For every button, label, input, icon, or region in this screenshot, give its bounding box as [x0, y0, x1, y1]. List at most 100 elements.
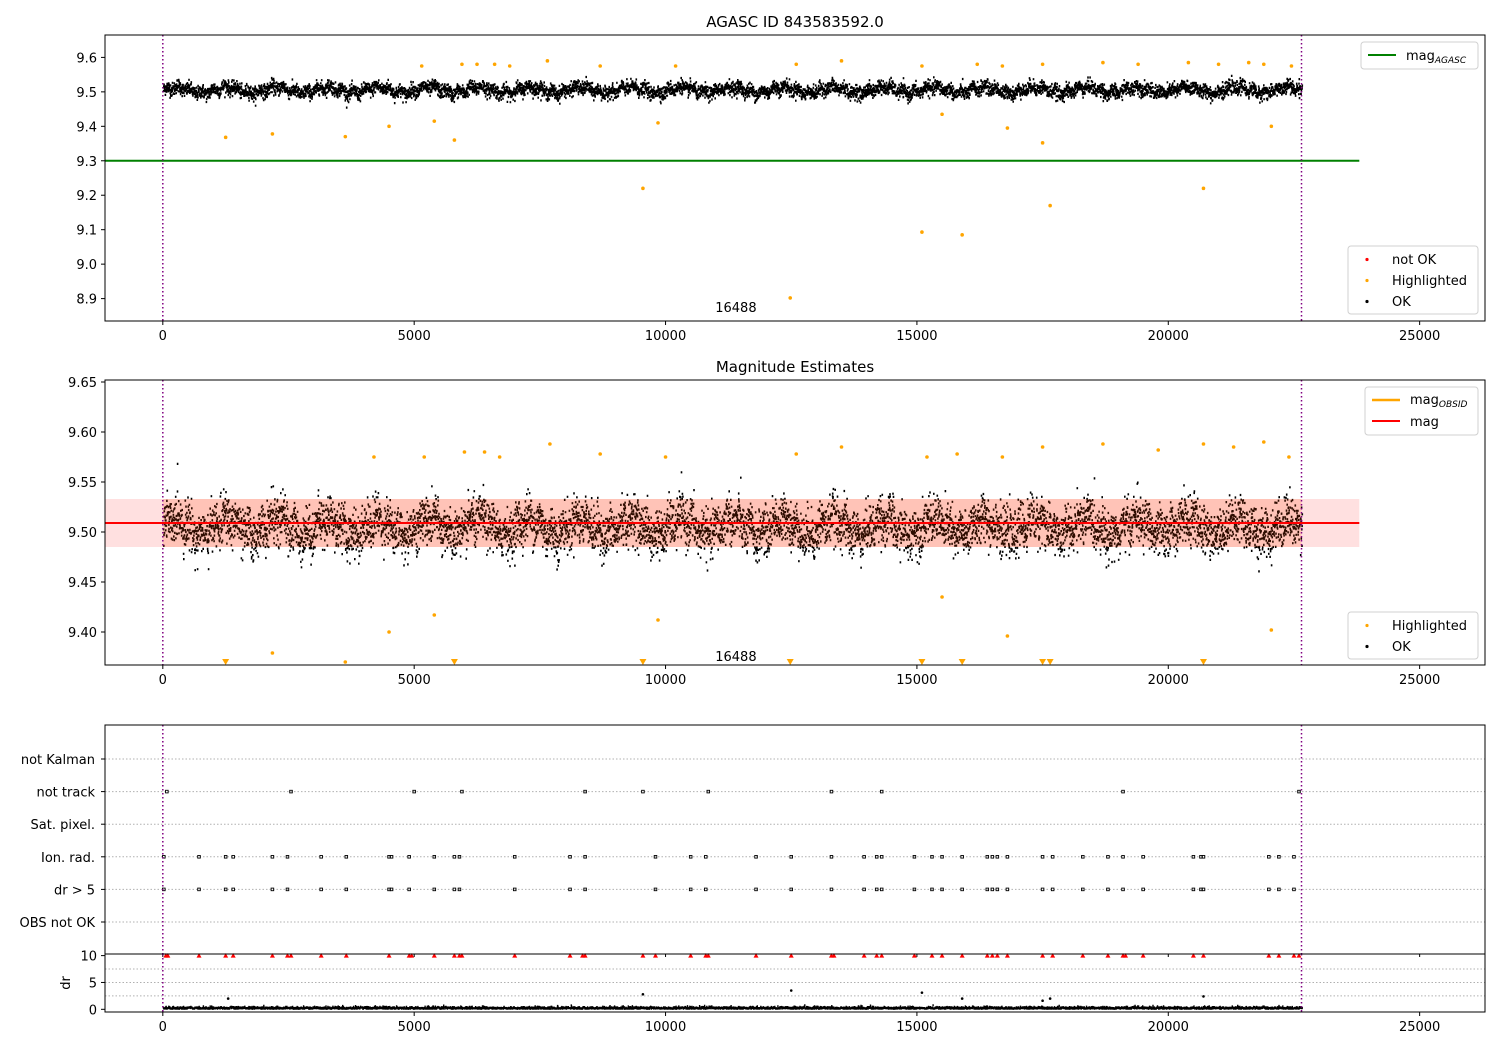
x-tick-label-0-0: 0 [159, 329, 167, 344]
dr-clipped-8 [318, 953, 324, 958]
y-tick-label-1-3: 9.55 [68, 476, 97, 491]
dr-clipped-52 [1291, 953, 1297, 958]
flag-point-4-12 [452, 887, 457, 892]
highlighted-point-1-15 [663, 455, 668, 459]
highlighted-point-1-18 [925, 455, 929, 459]
flag-point-4-6 [319, 887, 323, 892]
highlighted-point-0-35 [1246, 60, 1251, 65]
highlighted-point-1-19 [955, 452, 959, 456]
y-tick-label-0-6: 9.5 [76, 86, 97, 101]
highlighted-point-0-19 [475, 62, 479, 67]
dr-clipped-5 [269, 953, 275, 958]
highlighted-point-1-16 [794, 452, 799, 456]
flag-point-1-0 [165, 789, 169, 794]
agasc-title: AGASC ID 843583592.0 [706, 13, 884, 31]
dr-clipped-31 [874, 953, 880, 958]
highlighted-point-1-7 [1269, 628, 1274, 632]
flag-point-3-27 [930, 855, 934, 859]
dr-clipped-51 [1276, 953, 1282, 958]
dr-clipped-42 [1050, 953, 1056, 958]
highlighted-point-1-12 [497, 455, 502, 459]
flag-point-3-0 [162, 855, 166, 859]
highlighted-point-1-4 [656, 618, 660, 622]
flag-point-3-32 [995, 855, 1000, 859]
y-tick-label-1-0: 9.40 [68, 626, 97, 641]
dr-clipped-46 [1123, 953, 1129, 958]
legend-mag-label: mag [1410, 415, 1439, 430]
dr-outlier-2 [789, 989, 793, 992]
dr-clipped-35 [939, 953, 945, 958]
dr-grid [105, 968, 1485, 997]
legend-highlighted-label: Highlighted [1392, 274, 1467, 289]
ok-points-cloud-0 [162, 74, 1304, 109]
flag-point-4-19 [704, 887, 708, 892]
flag-point-4-39 [1141, 887, 1145, 892]
off-scale-marker-7 [1046, 659, 1054, 665]
x-tick-label-1-1: 5000 [398, 673, 431, 688]
flag-point-4-44 [1277, 887, 1281, 892]
highlighted-point-0-15 [1201, 186, 1206, 191]
dr-clipped-43 [1080, 953, 1086, 958]
magnitude-line-legend: magOBSID mag [1364, 386, 1479, 436]
highlighted-point-0-2 [343, 134, 348, 139]
highlighted-point-0-31 [1101, 60, 1105, 65]
flag-point-3-34 [1040, 855, 1045, 859]
flag-point-3-18 [688, 855, 693, 859]
flag-point-3-1 [197, 855, 201, 859]
dr-clipped-17 [512, 953, 518, 958]
dr-outlier-7 [1202, 995, 1205, 998]
dr-ticks: 0 5000 10000 15000 20000 25000 0 5 10 [80, 950, 1440, 1035]
flag-point-3-43 [1267, 855, 1271, 859]
y-tick-label-1-1: 9.45 [68, 576, 97, 591]
flag-point-1-5 [641, 789, 645, 794]
agasc-point-legend: not OK Highlighted OK [1347, 245, 1479, 315]
flag-point-4-3 [231, 887, 235, 892]
highlighted-point-1-5 [940, 595, 944, 599]
flag-point-3-17 [653, 855, 658, 859]
dr-clipped-12 [409, 953, 415, 958]
off-scale-marker-8 [1199, 659, 1207, 665]
legend-ok-marker [1365, 299, 1369, 304]
magnitude-obsid-label: 16488 [715, 650, 756, 665]
dr-clipped-50 [1266, 953, 1272, 958]
highlighted-point-0-13 [1040, 141, 1045, 145]
dr-clipped-10 [386, 953, 392, 958]
flag-label-5: OBS not OK [20, 916, 96, 931]
flag-point-4-22 [829, 887, 834, 892]
dr-clipped-3 [223, 953, 229, 958]
dr-axes: 0 5000 10000 15000 20000 25000 0 5 10 dr [59, 950, 1486, 1035]
highlighted-point-1-24 [1201, 442, 1206, 446]
dr-clipped-13 [431, 953, 437, 958]
y-tick-label-0-1: 9.0 [76, 258, 97, 273]
flag-point-3-4 [270, 855, 275, 859]
y-tick-label-0-7: 9.6 [76, 51, 97, 66]
dr-frame [104, 953, 1486, 1013]
flag-point-1-6 [706, 789, 711, 794]
off-scale-marker-3 [786, 659, 794, 665]
highlighted-point-0-23 [598, 64, 602, 68]
magnitude-highlighted-points [270, 440, 1291, 664]
x-tick-label-3-5: 25000 [1399, 1020, 1440, 1035]
dr-clipped-36 [959, 953, 965, 958]
flag-point-4-43 [1267, 887, 1271, 892]
highlighted-point-1-3 [432, 613, 437, 617]
flag-point-3-24 [874, 855, 879, 859]
flag-point-1-2 [412, 789, 416, 794]
flag-point-3-31 [990, 855, 995, 859]
highlighted-point-0-25 [794, 62, 799, 67]
flag-point-3-36 [1081, 855, 1085, 859]
off-scale-marker-1 [450, 659, 458, 665]
highlighted-point-0-3 [387, 124, 391, 129]
flag-point-1-10 [1297, 789, 1301, 794]
flag-point-4-28 [940, 887, 944, 892]
flag-point-4-24 [874, 887, 879, 892]
dr-clipped-39 [994, 953, 1000, 958]
flag-point-4-5 [285, 887, 290, 892]
agasc-frame [104, 34, 1486, 322]
highlighted-point-0-17 [419, 64, 424, 68]
x-tick-label-1-4: 20000 [1148, 673, 1189, 688]
agasc-line-legend: magAGASC [1360, 41, 1479, 70]
legend-ok-label-2: OK [1392, 640, 1411, 655]
agasc-lines [105, 35, 1360, 321]
